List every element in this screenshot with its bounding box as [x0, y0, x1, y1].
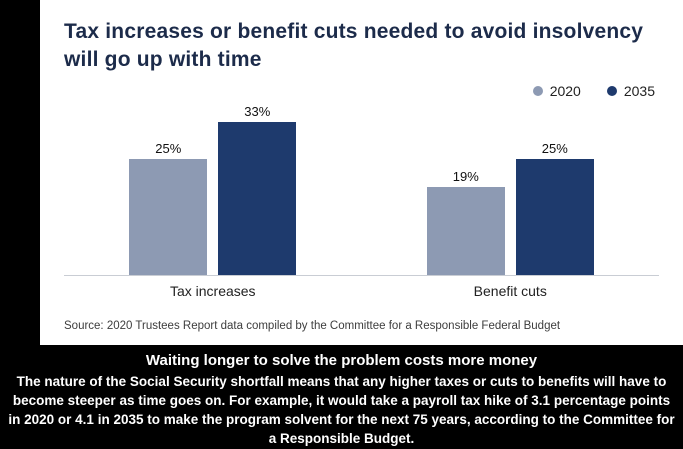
category-label: Benefit cuts: [473, 283, 547, 300]
chart-legend: 2020 2035: [68, 83, 655, 99]
bar-wrap: 25%: [129, 103, 208, 276]
bar-wrap: 19%: [426, 103, 505, 276]
bar: [426, 187, 505, 276]
category-label: Tax increases: [169, 283, 256, 300]
legend-dot-2035-icon: [606, 86, 617, 97]
bar: [218, 122, 297, 276]
bar-group: 19% 25%: [426, 103, 594, 276]
chart-card: Tax increases or benefit cuts needed to …: [40, 0, 683, 345]
legend-label-2035: 2035: [623, 83, 655, 100]
bar-value-label: 33%: [244, 104, 271, 120]
chart-title: Tax increases or benefit cuts needed to …: [64, 20, 644, 71]
caption-title: Waiting longer to solve the problem cost…: [145, 352, 538, 369]
legend-label-2020: 2020: [549, 83, 581, 100]
caption-block: Waiting longer to solve the problem cost…: [0, 352, 683, 449]
caption-body: The nature of the Social Security shortf…: [8, 374, 675, 447]
bar-groups: 25% 33% 19% 25%: [64, 103, 659, 276]
legend-item-2020: 2020: [532, 83, 581, 100]
category-axis: Tax increases Benefit cuts: [64, 283, 659, 299]
bar-value-label: 19%: [452, 169, 479, 185]
bar: [129, 159, 208, 276]
legend-dot-2020-icon: [532, 86, 543, 97]
bar: [515, 159, 594, 276]
bar-group: 25% 33%: [129, 103, 297, 276]
bar-wrap: 33%: [218, 103, 297, 276]
bar-wrap: 25%: [515, 103, 594, 276]
bar-value-label: 25%: [541, 141, 568, 157]
legend-item-2035: 2035: [606, 83, 655, 100]
bar-value-label: 25%: [155, 141, 182, 157]
bar-chart: 25% 33% 19% 25%: [64, 103, 659, 277]
source-note: Source: 2020 Trustees Report data compil…: [64, 320, 561, 332]
